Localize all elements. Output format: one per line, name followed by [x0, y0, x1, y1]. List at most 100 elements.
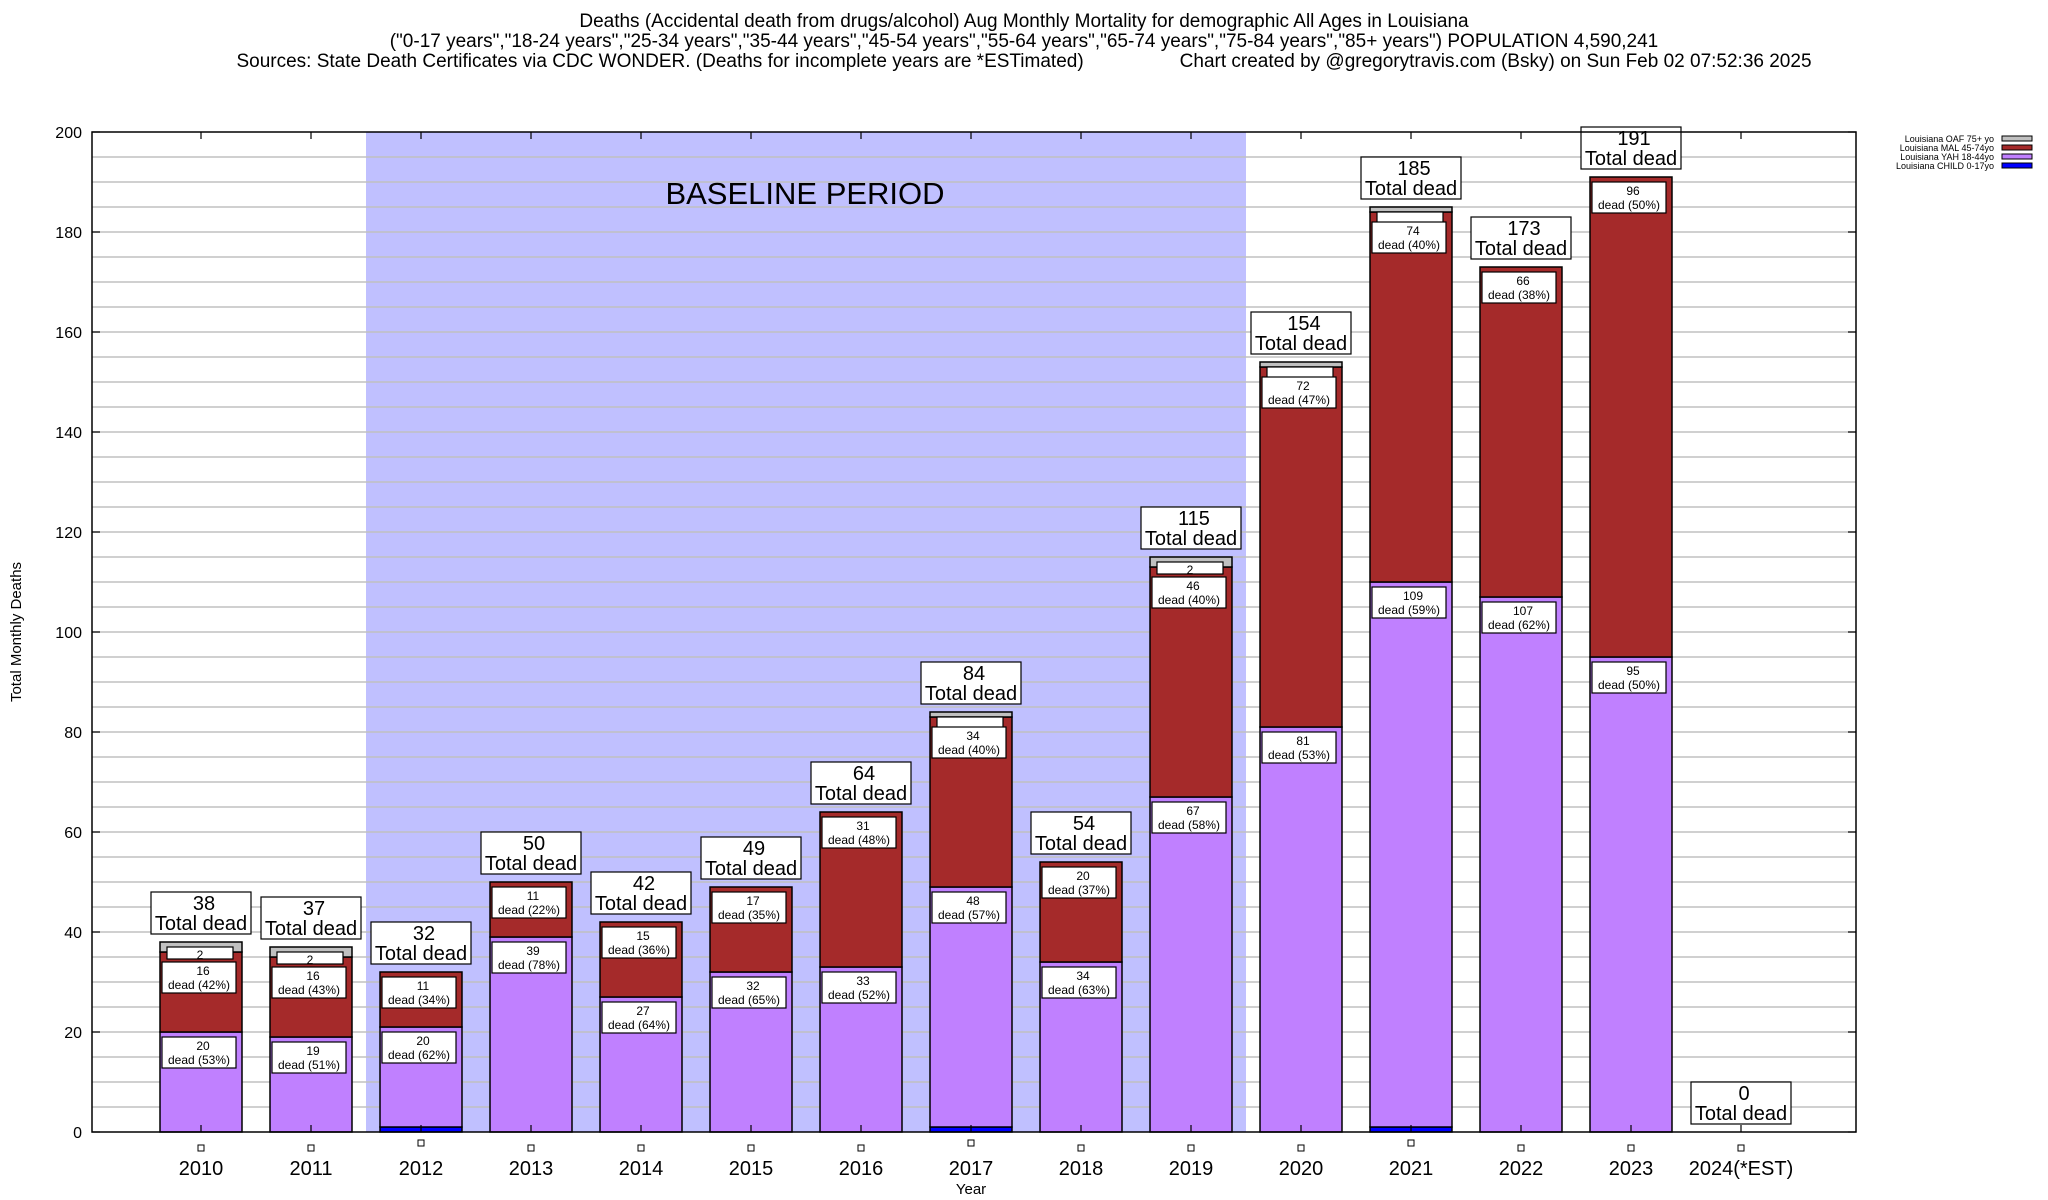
total-label-box — [700, 836, 802, 880]
segment-label-value: 20 — [196, 1039, 210, 1053]
segment-label-value: 107 — [1513, 604, 1533, 618]
segment-label-pct: dead (65%) — [718, 993, 780, 1007]
segment-label-pct: dead (50%) — [1598, 198, 1660, 212]
x-tick-label: 2010 — [179, 1158, 224, 1180]
y-axis-label: Total Monthly Deaths — [8, 562, 25, 702]
legend-swatch — [2001, 153, 2033, 160]
total-label-value: 64 — [853, 763, 875, 785]
segment-label-pct: dead (48%) — [828, 833, 890, 847]
legend-swatch — [2001, 144, 2033, 151]
segment-label-pct: dead (64%) — [608, 1018, 670, 1032]
segment-label-pct: dead (42%) — [168, 978, 230, 992]
segment-label-box — [1591, 181, 1667, 214]
segment-label-pct: dead (43%) — [278, 983, 340, 997]
total-label-suffix: Total dead — [595, 893, 687, 915]
total-label-value: 154 — [1287, 313, 1320, 335]
y-tick-label: 60 — [64, 825, 82, 842]
total-label-value: 32 — [413, 923, 435, 945]
segment-label-pct: dead (47%) — [1268, 393, 1330, 407]
segment-label-box — [1041, 866, 1117, 899]
y-tick-label: 40 — [64, 925, 82, 942]
total-label-box — [1250, 311, 1352, 355]
segment-label-value: 66 — [1516, 274, 1530, 288]
x-marker — [1627, 1144, 1635, 1152]
y-tick-label: 100 — [55, 625, 82, 642]
segment-label-value: 74 — [1406, 224, 1420, 238]
segment-label-value: 96 — [1626, 184, 1640, 198]
x-tick-label: 2018 — [1059, 1158, 1104, 1180]
chart-credit: Chart created by @gregorytravis.com (Bsk… — [1179, 51, 1812, 72]
total-label-value: 49 — [743, 838, 765, 860]
bar-segment — [1149, 796, 1233, 1133]
bar-segment — [1259, 366, 1343, 728]
x-marker — [197, 1144, 205, 1152]
total-label-suffix: Total dead — [925, 683, 1017, 705]
segment-label-box — [381, 976, 457, 1009]
total-label-box — [810, 761, 912, 805]
total-label-box — [1030, 811, 1132, 855]
legend-label: Louisiana YAH 18-44yo — [1900, 152, 1994, 162]
segment-label-pct: dead (78%) — [498, 958, 560, 972]
segment-label-value: 15 — [636, 929, 650, 943]
total-label-box — [370, 921, 472, 965]
x-tick-label: 2011 — [289, 1158, 332, 1180]
x-marker — [417, 1139, 425, 1147]
segment-label-value: 20 — [1076, 869, 1090, 883]
y-tick-label: 200 — [55, 125, 82, 142]
bar-segment — [1589, 176, 1673, 658]
segment-label-box — [821, 816, 897, 849]
x-marker — [1297, 1144, 1305, 1152]
x-tick-label: 2022 — [1499, 1158, 1544, 1180]
legend-label: Louisiana MAL 45-74yo — [1900, 143, 1994, 153]
segment-label-box — [381, 1031, 457, 1064]
segment-label-value: 32 — [746, 979, 760, 993]
segment-label-pct: dead (36%) — [608, 943, 670, 957]
x-marker — [1517, 1144, 1525, 1152]
segment-label-pct: dead (50%) — [1598, 678, 1660, 692]
y-tick-label: 160 — [55, 325, 82, 342]
segment-label-pct: dead (35%) — [718, 908, 780, 922]
segment-label-value: 17 — [746, 894, 760, 908]
segment-label-pct: dead (59%) — [1378, 603, 1440, 617]
legend-swatch — [2001, 135, 2033, 142]
total-label-suffix: Total dead — [1695, 1103, 1787, 1125]
total-label-box — [260, 896, 362, 940]
segment-label-value: 95 — [1626, 664, 1640, 678]
y-tick-label: 0 — [73, 1125, 82, 1142]
x-tick-label: 2019 — [1169, 1158, 1214, 1180]
total-label-suffix: Total dead — [1255, 333, 1347, 355]
total-label-box — [1140, 506, 1242, 550]
segment-label-value-small: 2 — [307, 953, 314, 967]
bar-segment — [1479, 596, 1563, 1133]
segment-label-pct: dead (62%) — [388, 1048, 450, 1062]
segment-label-box — [821, 971, 897, 1004]
total-label-value: 185 — [1397, 158, 1430, 180]
segment-label-pct: dead (63%) — [1048, 983, 1110, 997]
legend-label: Louisiana CHILD 0-17yo — [1896, 161, 1994, 171]
total-label-suffix: Total dead — [375, 943, 467, 965]
segment-label-box — [601, 926, 677, 959]
x-marker — [1187, 1144, 1195, 1152]
segment-label-value: 31 — [856, 819, 870, 833]
bar-segment — [1259, 726, 1343, 1133]
total-label-value: 38 — [193, 893, 215, 915]
segment-label-box — [1591, 661, 1667, 694]
total-label-box — [590, 871, 692, 915]
segment-label-value: 39 — [526, 944, 540, 958]
total-label-value: 115 — [1178, 508, 1210, 530]
segment-label-box — [271, 966, 347, 999]
x-marker — [857, 1144, 865, 1152]
x-tick-label: 2012 — [399, 1158, 444, 1180]
segment-label-box — [931, 891, 1007, 924]
x-tick-label: 2016 — [839, 1158, 884, 1180]
segment-label-box-small — [276, 951, 344, 965]
total-label-value: 54 — [1073, 813, 1095, 835]
legend-swatch — [2001, 162, 2033, 169]
segment-label-box — [491, 886, 567, 919]
segment-label-pct: dead (51%) — [278, 1058, 340, 1072]
segment-label-value: 16 — [196, 964, 210, 978]
x-marker — [1407, 1139, 1415, 1147]
segment-label-box — [931, 726, 1007, 759]
